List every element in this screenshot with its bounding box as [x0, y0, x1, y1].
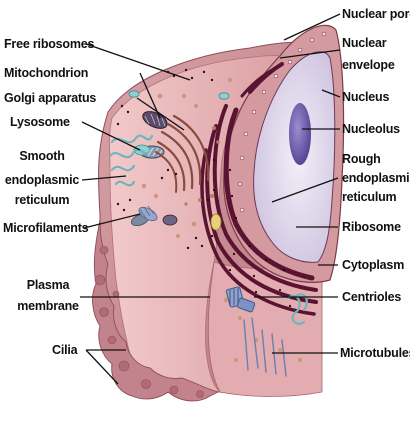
leader-lines: [80, 13, 341, 385]
label-free-ribosomes: Free ribosomes: [4, 37, 95, 51]
centrioles: [225, 286, 256, 313]
golgi-apparatus: [155, 114, 210, 193]
vacuole: [210, 213, 222, 231]
golgi-vesicles: [184, 126, 220, 206]
microtubules: [243, 317, 287, 377]
label-nuclear-envelope-line1: Nuclear: [342, 36, 387, 50]
rough-er-ribosomes: [206, 158, 292, 308]
label-mitochondrion: Mitochondrion: [4, 66, 88, 80]
label-nuclear-pore: Nuclear pore: [342, 7, 410, 21]
label-cytoplasm: Cytoplasm: [342, 258, 404, 272]
label-nuclear-envelope-line2: envelope: [342, 58, 395, 72]
label-rough-er-line2: endoplasmic: [342, 171, 410, 185]
rough-er: [200, 62, 318, 316]
label-plasma-membrane-line1: Plasma: [27, 278, 71, 292]
label-rough-er-line1: Rough: [342, 152, 381, 166]
label-cilia: Cilia: [52, 343, 79, 357]
lysosomes: [128, 90, 230, 156]
label-smooth-er-line1: Smooth: [19, 149, 64, 163]
label-microtubules: Microtubules: [340, 346, 410, 360]
microfilaments: [138, 205, 158, 222]
label-ribosome: Ribosome: [342, 220, 401, 234]
label-centrioles: Centrioles: [342, 290, 401, 304]
label-lysosome: Lysosome: [10, 115, 70, 129]
label-smooth-er-line3: reticulum: [15, 193, 70, 207]
nuclear-pores: [237, 31, 327, 213]
label-plasma-membrane-line2: membrane: [17, 299, 79, 313]
label-microfilaments: Microfilaments: [3, 221, 89, 235]
nucleolus: [289, 103, 311, 165]
label-golgi-apparatus: Golgi apparatus: [4, 91, 96, 105]
label-smooth-er-line2: endoplasmic: [5, 173, 79, 187]
label-nucleolus: Nucleolus: [342, 122, 400, 136]
cilia-bumps: [94, 245, 204, 398]
label-rough-er-line3: reticulum: [342, 190, 397, 204]
cilia: [92, 219, 220, 402]
label-nucleus: Nucleus: [342, 90, 389, 104]
